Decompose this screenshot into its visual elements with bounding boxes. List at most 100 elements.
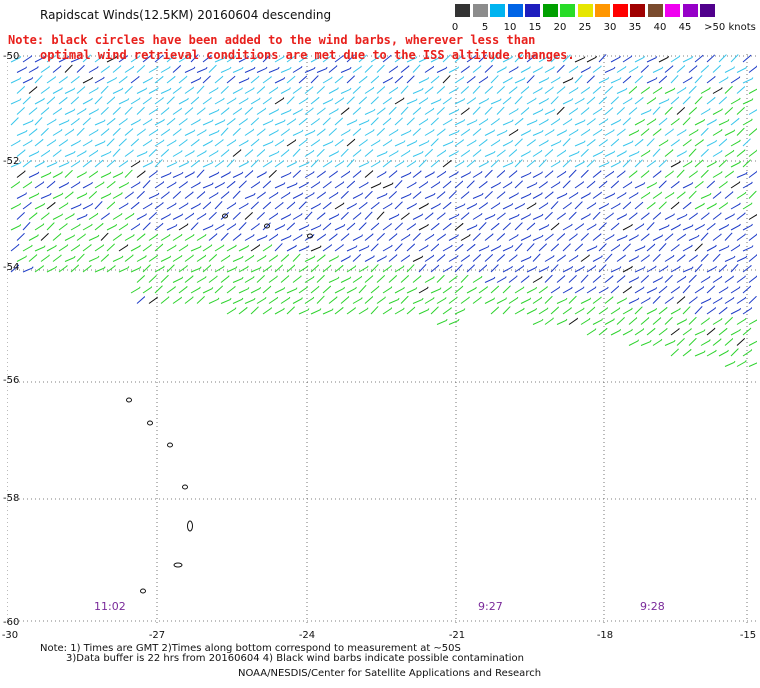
wind-barb — [706, 54, 715, 63]
wind-barb — [508, 129, 519, 136]
wind-barb — [142, 54, 152, 63]
wind-barb — [532, 108, 544, 115]
wind-barb — [736, 149, 746, 157]
wind-barb — [586, 96, 596, 105]
wind-barb — [172, 255, 183, 262]
wind-barb — [442, 244, 453, 252]
wind-barb — [94, 222, 104, 231]
wind-barb — [730, 223, 741, 231]
wind-barb — [574, 56, 586, 63]
wind-barb — [520, 275, 530, 283]
wind-barb — [190, 222, 199, 231]
wind-barb — [526, 286, 538, 294]
wind-barb — [436, 254, 446, 262]
footer-credit: NOAA/NESDIS/Center for Satellite Applica… — [238, 668, 542, 679]
wind-barb — [640, 108, 652, 115]
wind-barb — [718, 328, 728, 336]
wind-barb — [406, 160, 417, 168]
wind-barb — [472, 233, 481, 241]
wind-barb — [580, 192, 591, 199]
wind-barb — [40, 254, 50, 262]
wind-barb — [226, 223, 237, 231]
wind-barb — [496, 149, 506, 157]
wind-barb — [268, 108, 280, 115]
wind-barb — [154, 118, 165, 126]
wind-barb — [592, 211, 601, 220]
wind-barb — [670, 244, 680, 252]
wind-barb — [556, 297, 568, 304]
wind-barb — [694, 350, 706, 357]
wind-barb — [400, 106, 409, 115]
wind-barb — [496, 170, 505, 178]
wind-barb — [628, 129, 640, 136]
legend-swatch — [595, 4, 610, 17]
wind-barb — [130, 244, 141, 252]
wind-barb — [430, 264, 440, 273]
wind-barb — [418, 264, 427, 273]
longitude-label: -30 — [1, 630, 19, 641]
wind-barb — [268, 191, 279, 199]
wind-barb — [94, 181, 105, 189]
wind-barb — [730, 139, 741, 147]
wind-barb — [706, 118, 717, 126]
wind-barb — [628, 192, 639, 199]
longitude-label: -21 — [448, 630, 466, 641]
wind-barb — [442, 223, 452, 231]
wind-barb — [664, 254, 675, 262]
wind-barb — [724, 316, 733, 325]
wind-barb — [514, 54, 523, 63]
wind-barb — [208, 171, 220, 178]
wind-barb — [112, 192, 123, 199]
wind-barb — [52, 107, 62, 115]
wind-barb — [502, 96, 512, 105]
wind-barb — [652, 317, 662, 325]
wind-barb — [460, 171, 471, 178]
wind-barb — [544, 66, 555, 73]
wind-barb — [748, 128, 757, 136]
wind-barb — [436, 212, 446, 220]
wind-barb — [190, 160, 200, 168]
wind-barb — [508, 234, 519, 241]
wind-barb — [430, 287, 442, 294]
wind-barb — [616, 254, 626, 262]
wind-barb — [574, 160, 585, 168]
wind-barb — [52, 65, 62, 73]
wind-barb — [142, 76, 153, 84]
wind-barb — [316, 212, 326, 220]
wind-barb — [700, 253, 709, 262]
wind-barb — [310, 224, 322, 231]
wind-barb — [514, 243, 523, 252]
wind-barb — [658, 306, 668, 315]
wind-barb — [64, 108, 76, 115]
legend-swatch — [472, 4, 488, 17]
wind-barb — [382, 244, 393, 252]
wind-barb — [364, 108, 376, 115]
wind-barb — [724, 85, 733, 94]
legend-label: 30 — [603, 22, 617, 33]
wind-barb — [556, 233, 566, 241]
wind-barb — [160, 149, 169, 157]
wind-barb — [94, 119, 106, 126]
wind-barb — [580, 169, 589, 178]
wind-barb — [538, 243, 547, 252]
wind-barb — [232, 127, 241, 136]
wind-barb — [238, 77, 250, 84]
wind-barb — [130, 55, 141, 63]
wind-barb — [286, 75, 296, 84]
wind-barb — [634, 306, 643, 315]
wind-barb — [82, 160, 92, 168]
wind-barb — [310, 97, 320, 105]
wind-barb — [502, 203, 514, 210]
wind-barb — [100, 171, 112, 178]
wind-barb — [748, 319, 757, 325]
wind-barb — [346, 307, 356, 315]
wind-barb — [196, 129, 207, 136]
wind-barb — [250, 223, 260, 231]
wind-barb — [268, 275, 278, 283]
wind-barb — [508, 296, 519, 304]
wind-barb — [280, 296, 291, 304]
wind-barb — [592, 65, 602, 73]
wind-barb — [16, 66, 28, 73]
wind-barb — [448, 190, 457, 199]
wind-barb — [286, 96, 295, 105]
